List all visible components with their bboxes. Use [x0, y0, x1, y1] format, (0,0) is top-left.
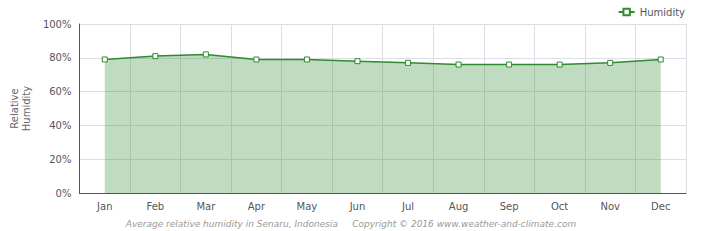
svg-text:Aug: Aug: [449, 201, 469, 212]
svg-text:Humidity: Humidity: [21, 86, 32, 131]
svg-text:Jun: Jun: [349, 201, 366, 212]
svg-text:40%: 40%: [49, 120, 71, 131]
svg-text:Jan: Jan: [96, 201, 112, 212]
svg-text:Mar: Mar: [196, 201, 216, 212]
svg-text:Sep: Sep: [500, 201, 519, 212]
svg-text:Average relative humidity in S: Average relative humidity in Senaru, Ind…: [125, 219, 577, 229]
svg-text:Nov: Nov: [600, 201, 620, 212]
svg-text:0%: 0%: [56, 188, 72, 199]
svg-text:Apr: Apr: [248, 201, 266, 212]
svg-text:60%: 60%: [49, 86, 71, 97]
svg-text:Jul: Jul: [401, 201, 414, 212]
svg-text:May: May: [297, 201, 318, 212]
svg-text:Feb: Feb: [146, 201, 164, 212]
svg-text:Humidity: Humidity: [640, 7, 685, 18]
svg-text:20%: 20%: [49, 154, 71, 165]
svg-text:Dec: Dec: [651, 201, 670, 212]
svg-text:100%: 100%: [43, 19, 72, 30]
svg-text:80%: 80%: [49, 52, 71, 63]
svg-text:Relative: Relative: [9, 88, 20, 128]
svg-text:Oct: Oct: [551, 201, 568, 212]
